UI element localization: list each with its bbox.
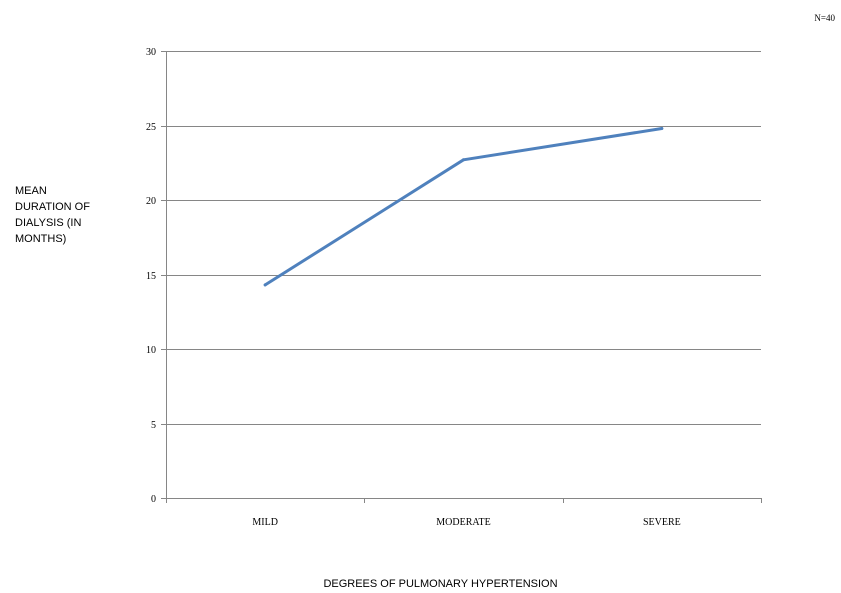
y-axis-label-line: DIALYSIS (IN (15, 217, 82, 229)
data-point (462, 158, 465, 162)
y-axis-label: MEAN DURATION OF DIALYSIS (IN MONTHS) (15, 183, 125, 247)
y-axis-label-line: DURATION OF (15, 201, 90, 213)
y-axis-label-line: MEAN (15, 185, 47, 197)
y-tick-label: 0 (151, 494, 156, 505)
x-tick-label: SEVERE (643, 517, 681, 528)
y-axis-label-line: MONTHS) (15, 233, 67, 245)
y-tick-label: 20 (146, 196, 156, 207)
data-point (263, 283, 267, 287)
y-tick-label: 15 (146, 271, 156, 282)
y-tick-label: 5 (151, 420, 156, 431)
x-tick-label: MILD (252, 517, 278, 528)
data-point (660, 126, 664, 130)
x-tick-label: MODERATE (436, 517, 490, 528)
y-tick-label: 25 (146, 122, 156, 133)
x-axis-label: DEGREES OF PULMONARY HYPERTENSION (323, 578, 558, 590)
y-tick-label: 10 (146, 345, 156, 356)
y-tick-label: 30 (146, 47, 156, 58)
sample-size-annotation: N=40 (814, 13, 835, 23)
series-line (263, 127, 664, 287)
